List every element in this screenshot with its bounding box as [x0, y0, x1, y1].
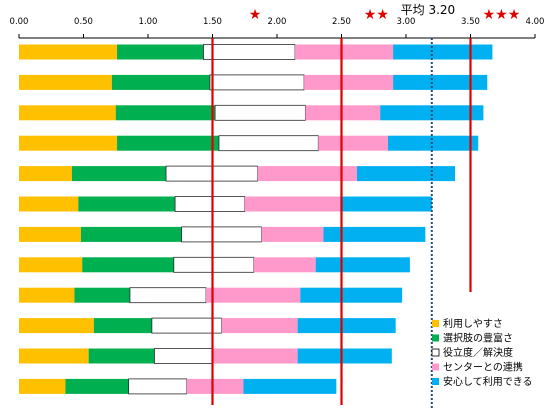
bar-segment-5	[315, 257, 410, 273]
bar-segment-5	[356, 166, 456, 182]
bar-segment-4	[206, 287, 301, 303]
x-tick-label: 2.50	[332, 17, 351, 27]
bar-segment-4	[221, 318, 298, 334]
bar-segment-4	[305, 105, 381, 121]
legend-swatch	[432, 334, 439, 342]
bar-segment-3	[209, 74, 305, 91]
bar-segment-2	[111, 74, 210, 90]
bar-segment-2	[88, 348, 155, 364]
bar-segment-3	[154, 348, 213, 364]
average-annotation: 平均 3.20	[401, 3, 456, 17]
x-tick-label: 1.50	[203, 17, 222, 27]
bar-segment-5	[340, 196, 432, 212]
x-tick-label: 0.50	[74, 17, 93, 27]
bar-segment-3	[174, 196, 246, 212]
bar-segment-4	[244, 196, 341, 212]
x-tick-label: 0.00	[10, 17, 29, 27]
bar-segment-2	[78, 196, 176, 212]
star-annotation: ★★	[364, 7, 389, 23]
x-tick-label: 1.00	[139, 17, 158, 27]
legend-swatch	[432, 320, 439, 327]
bar-segment-5	[380, 105, 484, 121]
bar-segment-3	[181, 226, 262, 243]
bar-segment-3	[151, 317, 222, 334]
star-annotation: ★	[249, 7, 262, 23]
legend-swatch	[432, 363, 439, 371]
bar-segment-4	[318, 135, 388, 151]
x-tick-label: 3.00	[397, 17, 416, 27]
bar-segment-1	[19, 226, 81, 242]
bar-segment-3	[128, 378, 188, 395]
legend-swatch	[431, 348, 440, 357]
bar-segment-2	[74, 287, 130, 303]
bar-segment-4	[257, 166, 357, 182]
bar-segment-5	[387, 135, 479, 151]
bar-segment-5	[243, 378, 337, 394]
x-tick-label: 2.00	[268, 17, 287, 27]
star-annotation: ★★★	[483, 7, 521, 23]
bar-segment-1	[19, 105, 116, 121]
bar-segment-3	[129, 287, 207, 304]
bar-segment-4	[212, 348, 298, 364]
legend-label: センターとの連携	[443, 361, 523, 374]
bar-segment-4	[186, 378, 244, 394]
bar-segment-2	[115, 105, 216, 121]
bar-segment-4	[261, 226, 324, 242]
legend-swatch	[432, 378, 439, 385]
bar-segment-3	[203, 44, 296, 60]
x-tick-label: 4.00	[526, 17, 545, 27]
bar-segment-5	[300, 287, 403, 303]
bar-segment-2	[80, 226, 182, 242]
legend-label: 安心して利用できる	[443, 375, 533, 388]
bar-segment-2	[65, 378, 129, 394]
bar-segment-1	[19, 166, 72, 182]
bar-segment-5	[393, 44, 493, 60]
bar-segment-2	[117, 44, 204, 60]
bar-segment-1	[19, 257, 83, 273]
x-tick-label: 3.50	[461, 17, 480, 27]
bar-segment-1	[19, 318, 94, 334]
bar-segment-5	[323, 226, 426, 242]
bar-segment-5	[393, 74, 488, 90]
bar-segment-3	[173, 256, 255, 273]
bar-segment-3	[214, 104, 306, 121]
bar-segment-5	[297, 348, 392, 364]
bar-segment-1	[19, 44, 118, 60]
bar-segment-1	[19, 74, 112, 90]
bar-segment-2	[93, 318, 152, 334]
legend-label: 利用しやすさ	[443, 318, 503, 330]
bar-segment-4	[304, 74, 394, 90]
bar-segment-1	[19, 378, 66, 394]
bar-segment-2	[82, 257, 174, 273]
legend-label: 選択肢の豊富さ	[443, 332, 513, 345]
bar-segment-5	[297, 318, 396, 334]
bar-segment-2	[71, 166, 167, 182]
bar-segment-4	[295, 44, 394, 60]
bar-segment-1	[19, 348, 89, 364]
bar-segment-1	[19, 287, 75, 303]
legend-label: 役立度／解決度	[443, 346, 513, 359]
bar-segment-1	[19, 135, 118, 151]
bar-segment-4	[253, 257, 316, 273]
bar-segment-1	[19, 196, 79, 212]
bar-segment-2	[117, 135, 219, 151]
bar-segment-3	[218, 135, 319, 152]
